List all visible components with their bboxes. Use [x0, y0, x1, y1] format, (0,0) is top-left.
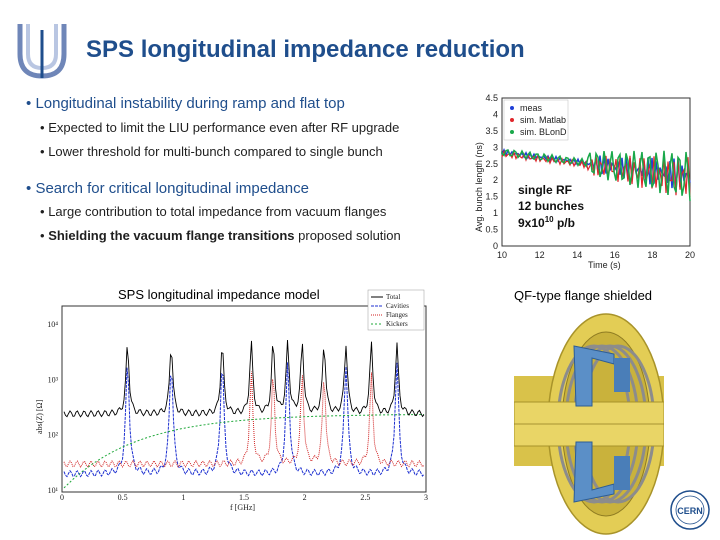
- x-tick-label: 2: [303, 493, 307, 502]
- y-tick-label: 10⁴: [47, 320, 58, 329]
- x-tick-label: 14: [572, 250, 582, 260]
- y-axis-label: abs(Z) [Ω]: [35, 400, 44, 434]
- sub-bullet-2-2: • Shielding the vacuum flange transition…: [40, 228, 401, 243]
- sub-bullet-2-1-text: Large contribution to total impedance fr…: [48, 204, 387, 219]
- sub-bullet-2-2-bold: Shielding the vacuum flange transitions: [48, 228, 295, 243]
- bullet-marker: •: [40, 144, 45, 159]
- legend-flanges: Flanges: [386, 311, 408, 319]
- x-tick-label: 10: [497, 250, 507, 260]
- legend-kickers: Kickers: [386, 320, 408, 328]
- legend-marker-blond: [510, 130, 514, 134]
- trace-blond: [501, 149, 691, 202]
- bullet-marker: •: [40, 228, 45, 243]
- bullet-2: • Search for critical longitudinal imped…: [26, 180, 309, 197]
- trace-total: [63, 339, 425, 418]
- sub-bullet-1-2: • Lower threshold for multi-bunch compar…: [40, 144, 383, 159]
- svg-text:CERN: CERN: [677, 506, 703, 516]
- shield-bottom: [573, 441, 615, 503]
- x-tick-label: 3: [424, 493, 428, 502]
- y-tick-label: 10¹: [48, 486, 59, 495]
- x-tick-labels: 10 12 14 16 18 20: [497, 250, 695, 260]
- measurement-traces: [501, 147, 691, 202]
- legend-meas: meas: [520, 103, 543, 113]
- y-tick-label: 10²: [48, 431, 59, 440]
- bullet-marker: •: [40, 204, 45, 219]
- legend-marker-matlab: [510, 118, 514, 122]
- x-tick-labels: 0 0.5 1 1.5 2 2.5 3: [60, 493, 428, 502]
- flange-illustration: [514, 306, 664, 536]
- x-axis-label: f [GHz]: [230, 503, 255, 512]
- shield-clip-top: [614, 358, 630, 392]
- sub-bullet-2-2-text: proposed solution: [298, 228, 401, 243]
- legend-cavities: Cavities: [386, 302, 409, 310]
- bullet-marker: •: [26, 95, 32, 112]
- x-tick-label: 12: [535, 250, 545, 260]
- trace-flanges: [63, 371, 425, 468]
- y-tick-label: 0: [493, 241, 498, 251]
- legend-total: Total: [386, 293, 400, 301]
- x-tick-label: 18: [647, 250, 657, 260]
- legend: meas sim. Matlab sim. BLonD: [503, 99, 569, 141]
- y-tick-labels: 10⁴ 10³ 10² 10¹: [47, 320, 58, 495]
- shield-top: [573, 345, 615, 407]
- x-tick-label: 1.5: [239, 493, 249, 502]
- y-tick-labels: 4.5 4 3.5 3 2.5 2 1.5 1 0.5 0: [485, 93, 498, 251]
- plot-frame: [61, 305, 427, 493]
- annotation-line-3: 9x1010 p/b: [518, 215, 575, 230]
- bullet-1: • Longitudinal instability during ramp a…: [26, 95, 345, 112]
- impedance-model-plot: 10⁴ 10³ 10² 10¹ 0 0.5 1 1.5 2 2.5 3 abs(Z) [Ω] f …: [35, 289, 428, 512]
- sub-bullet-2-1: • Large contribution to total impedance …: [40, 204, 386, 219]
- legend-matlab: sim. Matlab: [520, 115, 566, 125]
- y-tick-label: 4: [493, 109, 498, 119]
- legend-box: [503, 99, 569, 141]
- x-axis-label: Time (s): [588, 260, 621, 270]
- x-tick-label: 0.5: [118, 493, 128, 502]
- x-tick-label: 20: [685, 250, 695, 260]
- annotation-line-2: 12 bunches: [518, 199, 584, 213]
- page-title: SPS longitudinal impedance reduction: [86, 36, 525, 63]
- y-tick-label: 4.5: [485, 93, 498, 103]
- cern-u-logo: [17, 24, 67, 79]
- y-tick-label: 3.5: [485, 126, 498, 136]
- x-tick-label: 16: [610, 250, 620, 260]
- bullet-2-text: Search for critical longitudinal impedan…: [35, 180, 309, 197]
- x-tick-label: 2.5: [360, 493, 370, 502]
- y-axis-label: Avg. bunch length (ns): [474, 142, 484, 232]
- legend-marker-meas: [510, 106, 514, 110]
- annotation-line-1: single RF: [518, 183, 572, 197]
- sub-bullet-1-2-text: Lower threshold for multi-bunch compared…: [48, 144, 383, 159]
- shield-clip-bottom: [614, 456, 630, 490]
- x-tick-label: 0: [60, 493, 64, 502]
- cern-logo: CERN: [670, 490, 710, 530]
- bullet-marker: •: [26, 180, 32, 197]
- legend-blond: sim. BLonD: [520, 127, 567, 137]
- sub-bullet-1-1: • Expected to limit the LIU performance …: [40, 120, 399, 135]
- y-tick-label: 2.5: [485, 159, 498, 169]
- bullet-1-text: Longitudinal instability during ramp and…: [35, 95, 345, 112]
- trace-kickers: [63, 414, 424, 489]
- impedance-plot-caption: SPS longitudinal impedance model: [118, 287, 320, 302]
- impedance-traces: [63, 339, 425, 489]
- x-tick-label: 1: [181, 493, 185, 502]
- y-tick-label: 10³: [48, 375, 59, 384]
- y-tick-label: 0.5: [485, 225, 498, 235]
- bullet-marker: •: [40, 120, 45, 135]
- plot-annotation: single RF 12 bunches 9x1010 p/b: [518, 183, 584, 230]
- legend: Total Cavities Flanges Kickers: [367, 289, 425, 331]
- sub-bullet-1-1-text: Expected to limit the LIU performance ev…: [48, 120, 400, 135]
- trace-cavities: [63, 362, 425, 478]
- flange-caption: QF-type flange shielded: [514, 288, 653, 303]
- y-tick-label: 1: [493, 208, 498, 218]
- bunch-length-plot: 4.5 4 3.5 3 2.5 2 1.5 1 0.5 0 10 12 14 16 18 20 Avg. b…: [474, 93, 695, 270]
- y-tick-label: 2: [493, 175, 498, 185]
- y-tick-label: 1.5: [485, 192, 498, 202]
- y-tick-label: 3: [493, 142, 498, 152]
